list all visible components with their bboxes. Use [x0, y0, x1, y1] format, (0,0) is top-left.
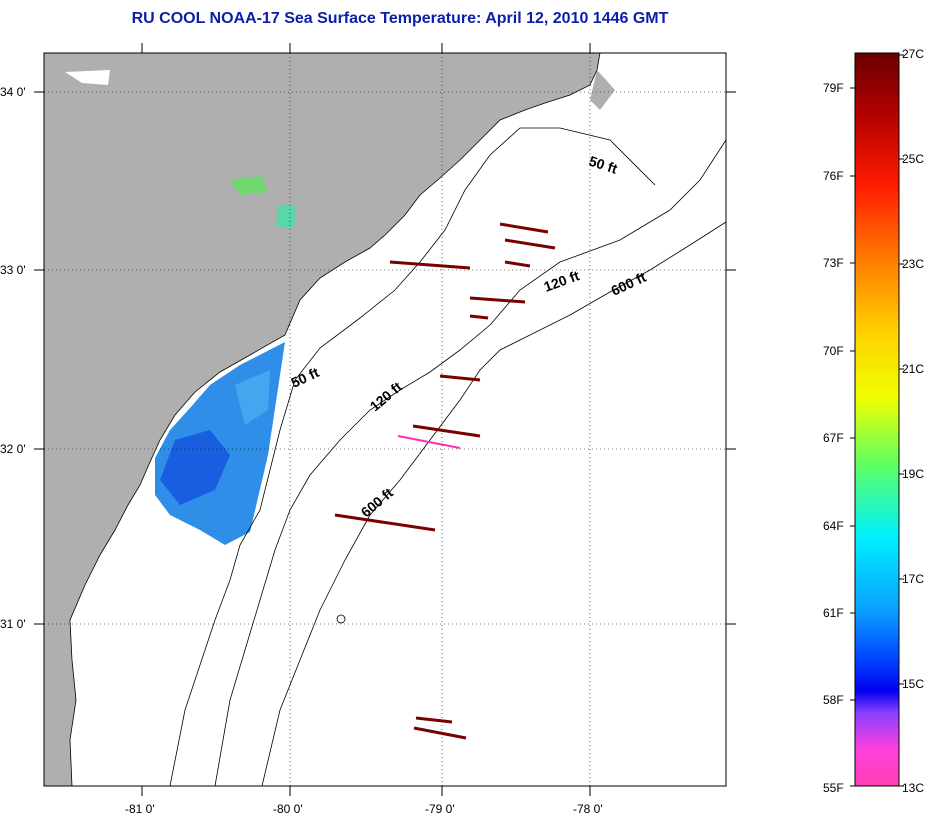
warm-streaks [334, 222, 556, 740]
colorbar-celsius-label: 13C [902, 781, 925, 795]
colorbar-celsius-label: 23C [902, 257, 925, 271]
colorbar-fahrenheit-label: 76F [823, 169, 844, 183]
lat-label: 34 0' [0, 85, 26, 99]
lon-label: -81 0' [125, 802, 155, 816]
colorbar-celsius-label: 21C [902, 362, 925, 376]
colorbar-celsius-label: 19C [902, 467, 925, 481]
colorbar-celsius-label: 25C [902, 152, 925, 166]
lon-label: -79 0' [425, 802, 455, 816]
colorbar-fahrenheit-label: 79F [823, 81, 844, 95]
colorbar-celsius-label: 27C [902, 47, 925, 61]
colorbar-fahrenheit-label: 73F [823, 256, 844, 270]
map-title: RU COOL NOAA-17 Sea Surface Temperature:… [131, 10, 669, 27]
map-frame [43, 52, 727, 787]
lat-label: 31 0' [0, 617, 26, 631]
colorbar-fahrenheit-label: 58F [823, 693, 844, 707]
isobath-120ft [214, 139, 726, 786]
colorbar-fahrenheit-label: 70F [823, 344, 844, 358]
lat-label: 32 0' [0, 442, 26, 456]
lat-label: 33 0' [0, 263, 26, 277]
colorbar-celsius-label: 17C [902, 572, 925, 586]
colorbar [854, 52, 900, 787]
colorbar-fahrenheit-label: 64F [823, 519, 844, 533]
cold-streak [397, 435, 461, 449]
colorbar-fahrenheit-label: 61F [823, 606, 844, 620]
isobath-50ft [169, 127, 656, 786]
lon-label: -78 0' [573, 802, 603, 816]
colorbar-celsius-label: 15C [902, 677, 925, 691]
isobath-600ft [261, 221, 726, 786]
land-mass [44, 53, 601, 786]
colorbar-fahrenheit-label: 55F [823, 781, 844, 795]
colorbar-fahrenheit-label: 67F [823, 431, 844, 445]
lon-label: -80 0' [273, 802, 303, 816]
